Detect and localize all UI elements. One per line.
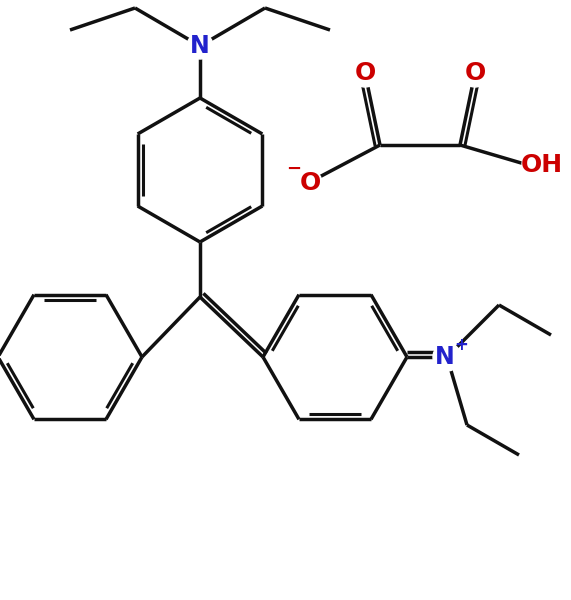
Circle shape: [433, 343, 461, 371]
Circle shape: [461, 59, 489, 87]
Text: O: O: [464, 61, 485, 85]
Text: OH: OH: [521, 153, 563, 177]
Text: N: N: [190, 34, 210, 58]
Text: O: O: [355, 61, 376, 85]
Circle shape: [187, 33, 213, 59]
Text: +: +: [454, 336, 468, 354]
Circle shape: [294, 169, 322, 197]
Circle shape: [351, 59, 379, 87]
Text: O: O: [299, 171, 321, 195]
Circle shape: [522, 145, 562, 185]
Text: −: −: [287, 160, 301, 178]
Text: N: N: [435, 345, 455, 369]
